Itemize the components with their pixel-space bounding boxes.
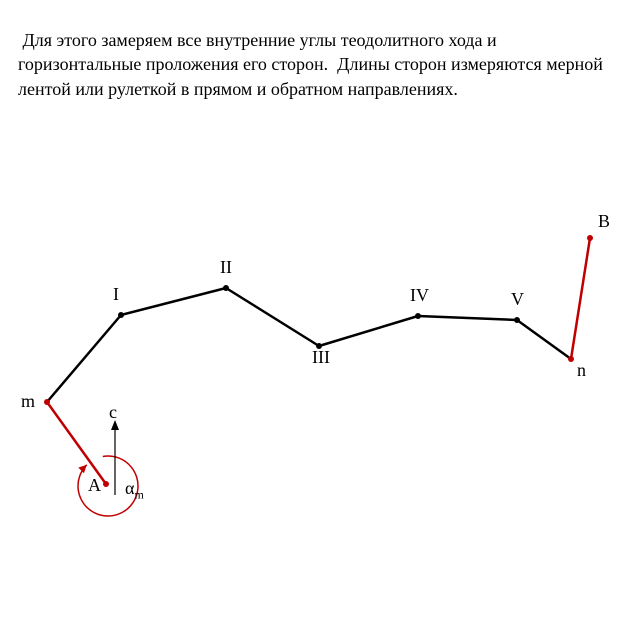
edge-m-I	[47, 315, 121, 402]
node-IV	[415, 313, 421, 319]
edge-A-m	[47, 402, 106, 484]
node-II	[223, 285, 229, 291]
label-node-A: A	[88, 475, 101, 496]
label-node-II: II	[220, 257, 232, 278]
label-node-IV: IV	[410, 285, 429, 306]
label-node-n: n	[577, 360, 586, 381]
label-node-III: III	[312, 347, 330, 368]
north-arrow-layer	[111, 420, 119, 495]
node-m	[44, 399, 50, 405]
node-V	[514, 317, 520, 323]
description-paragraph: Для этого замеряем все внутренние углы т…	[18, 28, 606, 101]
node-I	[118, 312, 124, 318]
label-node-B: B	[598, 211, 610, 232]
node-B	[587, 235, 593, 241]
label-north: с	[109, 402, 117, 423]
edge-V-n	[517, 320, 571, 359]
edge-IV-V	[418, 316, 517, 320]
node-n	[568, 356, 574, 362]
label-node-I: I	[113, 284, 119, 305]
edge-I-II	[121, 288, 226, 315]
edge-III-IV	[319, 316, 418, 346]
edge-n-B	[571, 238, 590, 359]
node-A	[103, 481, 109, 487]
label-node-V: V	[511, 289, 524, 310]
angle-arc-arrowhead	[78, 465, 86, 473]
label-node-m: m	[21, 391, 35, 412]
label-angle: αm	[125, 478, 144, 503]
edge-II-III	[226, 288, 319, 346]
